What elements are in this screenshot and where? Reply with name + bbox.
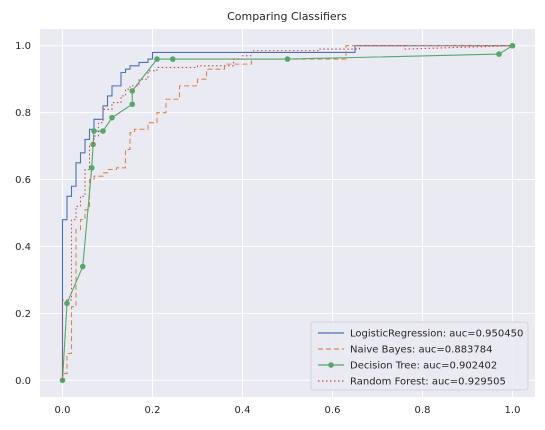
- series-line-1: [61, 45, 513, 381]
- y-tick-label: 0.2: [15, 309, 31, 320]
- y-tick-label: 0.6: [15, 175, 31, 186]
- series-line-0: [61, 45, 513, 381]
- series-point-2: [91, 128, 97, 134]
- series-point-2: [109, 114, 115, 121]
- series-point-2: [129, 101, 136, 108]
- series-point-2: [284, 56, 291, 62]
- series-point-2: [59, 377, 66, 384]
- series-point-2: [129, 88, 136, 94]
- series-point-2: [169, 56, 176, 62]
- y-tick-label: 0.8: [15, 108, 31, 119]
- x-tick-label: 0.2: [145, 405, 161, 416]
- legend-label-2: Decision Tree: auc=0.902402: [350, 361, 497, 372]
- series-line-3: [61, 45, 513, 381]
- x-tick-label: 0.8: [415, 405, 431, 416]
- series-point-2: [100, 128, 106, 134]
- y-tick-label: 0.0: [15, 376, 31, 387]
- series-point-2: [496, 51, 502, 57]
- legend-label-1: Naive Bayes: auc=0.883784: [350, 345, 493, 356]
- series-group: [59, 42, 516, 384]
- legend-label-0: LogisticRegression: auc=0.950450: [350, 329, 523, 340]
- legend-box: [310, 321, 529, 391]
- legend: LogisticRegression: auc=0.950450 Naive Ba…: [310, 321, 529, 391]
- y-tick-label: 1.0: [15, 41, 31, 52]
- grid: [40, 29, 535, 397]
- series-point-2: [64, 300, 70, 307]
- legend-marker-2: [328, 362, 334, 368]
- x-tick-label: 0.0: [55, 405, 71, 416]
- y-tick-labels: 0.0 0.2 0.4 0.6 0.8 1.0: [15, 41, 31, 387]
- x-tick-label: 0.4: [235, 405, 251, 416]
- legend-label-3: Random Forest: auc=0.929505: [350, 377, 506, 388]
- x-tick-labels: 0.0 0.2 0.4 0.6 0.8 1.0: [55, 405, 521, 416]
- y-tick-label: 0.4: [15, 242, 31, 253]
- series-point-2: [509, 42, 516, 49]
- x-tick-label: 1.0: [505, 405, 521, 416]
- series-point-2: [154, 56, 160, 62]
- series-point-2: [88, 165, 95, 171]
- x-tick-label: 0.6: [325, 405, 341, 416]
- series-point-2: [79, 263, 86, 270]
- chart-title: Comparing Classifiers: [227, 10, 347, 23]
